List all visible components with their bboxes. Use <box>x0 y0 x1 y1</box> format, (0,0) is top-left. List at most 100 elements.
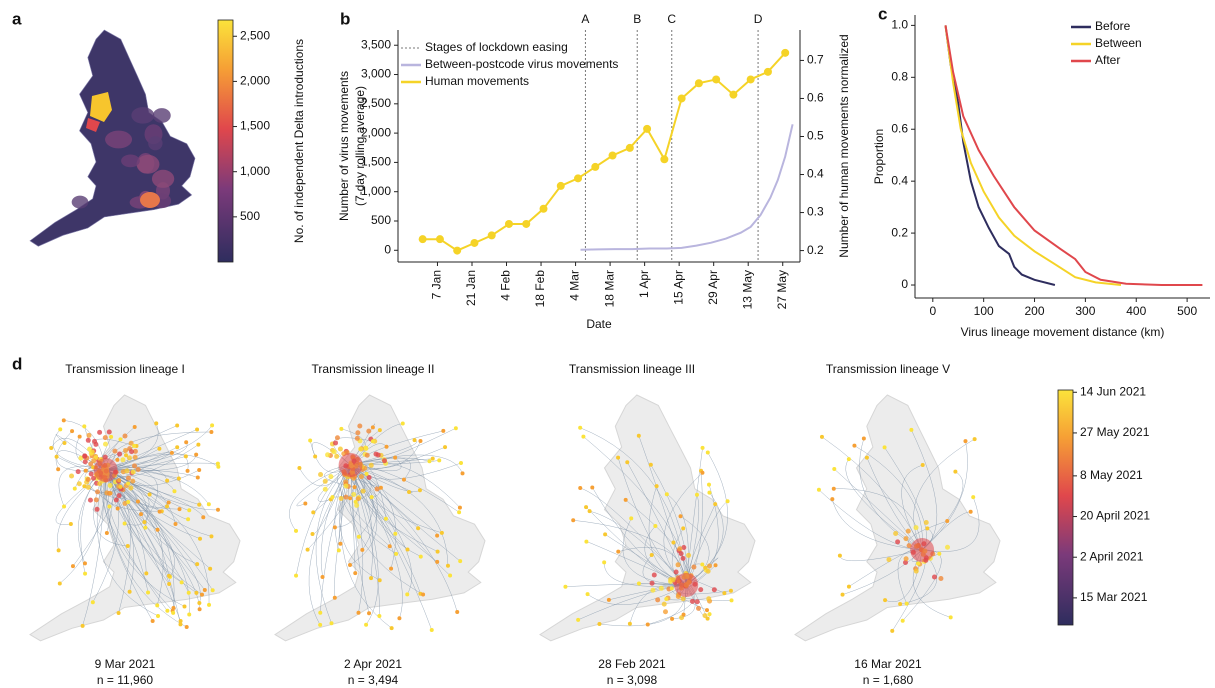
case-dot <box>648 462 653 467</box>
map-region <box>131 107 155 124</box>
case-dot <box>389 566 394 571</box>
case-dot <box>197 607 202 612</box>
case-dot <box>700 562 705 567</box>
x-tick-label: 0 <box>929 304 936 318</box>
transmission-arc <box>583 436 687 586</box>
case-dot <box>435 533 440 538</box>
y-tick-label: 3,500 <box>361 37 391 51</box>
case-dot <box>364 471 369 476</box>
case-dot <box>418 439 423 444</box>
case-dot <box>397 616 402 621</box>
case-dot <box>201 515 206 520</box>
map-date: 9 Mar 2021 <box>95 657 156 671</box>
case-dot <box>127 589 132 594</box>
case-dot <box>187 612 192 617</box>
colorbar-tick-label: 27 May 2021 <box>1080 425 1150 439</box>
case-dot <box>367 611 372 616</box>
case-dot <box>171 605 176 610</box>
case-dot <box>320 575 325 580</box>
x-tick-label: 7 Jan <box>430 270 444 299</box>
series-point <box>712 75 721 84</box>
x-tick-label: 21 Jan <box>464 270 478 306</box>
transmission-arc <box>105 469 149 593</box>
case-dot <box>86 432 92 438</box>
case-dot <box>184 625 189 630</box>
case-dot <box>584 539 589 544</box>
case-dot <box>681 612 686 617</box>
map-region <box>152 108 171 123</box>
case-dot <box>655 597 661 603</box>
transmission-arc <box>105 469 198 565</box>
case-dot <box>369 576 374 581</box>
transmission-arc <box>854 445 923 551</box>
transmission-arc <box>59 469 106 584</box>
case-dot <box>861 436 866 441</box>
case-dot <box>313 454 318 459</box>
x-tick-label: 29 Apr <box>706 270 720 305</box>
case-dot <box>303 501 308 506</box>
case-dot <box>85 437 91 443</box>
transmission-arc <box>105 469 187 628</box>
case-dot <box>689 598 695 604</box>
colorbar-tick-label: 14 Jun 2021 <box>1080 384 1146 398</box>
x-tick-label: 1 Apr <box>637 270 651 298</box>
y-tick-label: 1.0 <box>891 18 908 32</box>
case-dot <box>649 580 655 586</box>
case-dot <box>165 608 170 613</box>
case-dot <box>882 445 887 450</box>
colorbar <box>1057 389 1074 626</box>
y-tick-label: 2,000 <box>361 125 391 139</box>
transmission-arc <box>350 464 432 631</box>
case-dot <box>377 578 382 583</box>
case-dot <box>106 429 112 435</box>
series-point <box>660 155 669 164</box>
series-point <box>694 79 703 88</box>
map-title: Transmission lineage V <box>826 362 950 376</box>
case-dot <box>172 489 177 494</box>
transmission-arc <box>350 464 380 616</box>
case-dot <box>925 526 930 531</box>
transmission-arc <box>833 488 923 551</box>
transmission-arc <box>834 468 923 551</box>
case-dot <box>711 587 717 593</box>
case-dot <box>664 596 669 601</box>
case-dot <box>61 418 66 423</box>
colorbar-tick-label: 1,000 <box>240 164 270 178</box>
case-dot <box>194 590 199 595</box>
case-dot <box>707 482 712 487</box>
case-dot <box>587 509 592 514</box>
case-dot <box>670 616 675 621</box>
case-dot <box>331 449 337 455</box>
map-sample-size: n = 11,960 <box>97 673 153 687</box>
case-dot <box>176 476 181 481</box>
colorbar-tick-label: 500 <box>240 209 260 223</box>
case-dot <box>325 452 331 458</box>
colorbar-label: No. of independent Delta introductions <box>292 39 306 243</box>
series-point <box>781 48 790 57</box>
case-dot <box>616 549 621 554</box>
series-point <box>556 181 565 190</box>
case-dot <box>125 543 130 548</box>
case-dot <box>354 502 360 508</box>
case-dot <box>366 475 372 481</box>
case-dot <box>82 453 88 459</box>
x-tick-label: 200 <box>1025 304 1045 318</box>
transmission-arc <box>350 464 412 595</box>
case-dot <box>155 527 160 532</box>
case-dot <box>435 549 440 554</box>
case-dot <box>963 439 968 444</box>
case-dot <box>329 621 334 626</box>
panel-label: a <box>12 9 22 28</box>
case-dot <box>837 553 842 558</box>
transmission-arc <box>105 469 218 511</box>
case-dot <box>457 505 462 510</box>
case-dot <box>305 547 310 552</box>
series-point <box>677 94 686 103</box>
transmission-arc <box>340 464 392 629</box>
case-dot <box>704 608 709 613</box>
case-dot <box>700 445 705 450</box>
case-dot <box>412 438 417 443</box>
case-dot <box>707 490 712 495</box>
y-tick-label: 0.8 <box>891 69 908 83</box>
case-dot <box>972 437 977 442</box>
